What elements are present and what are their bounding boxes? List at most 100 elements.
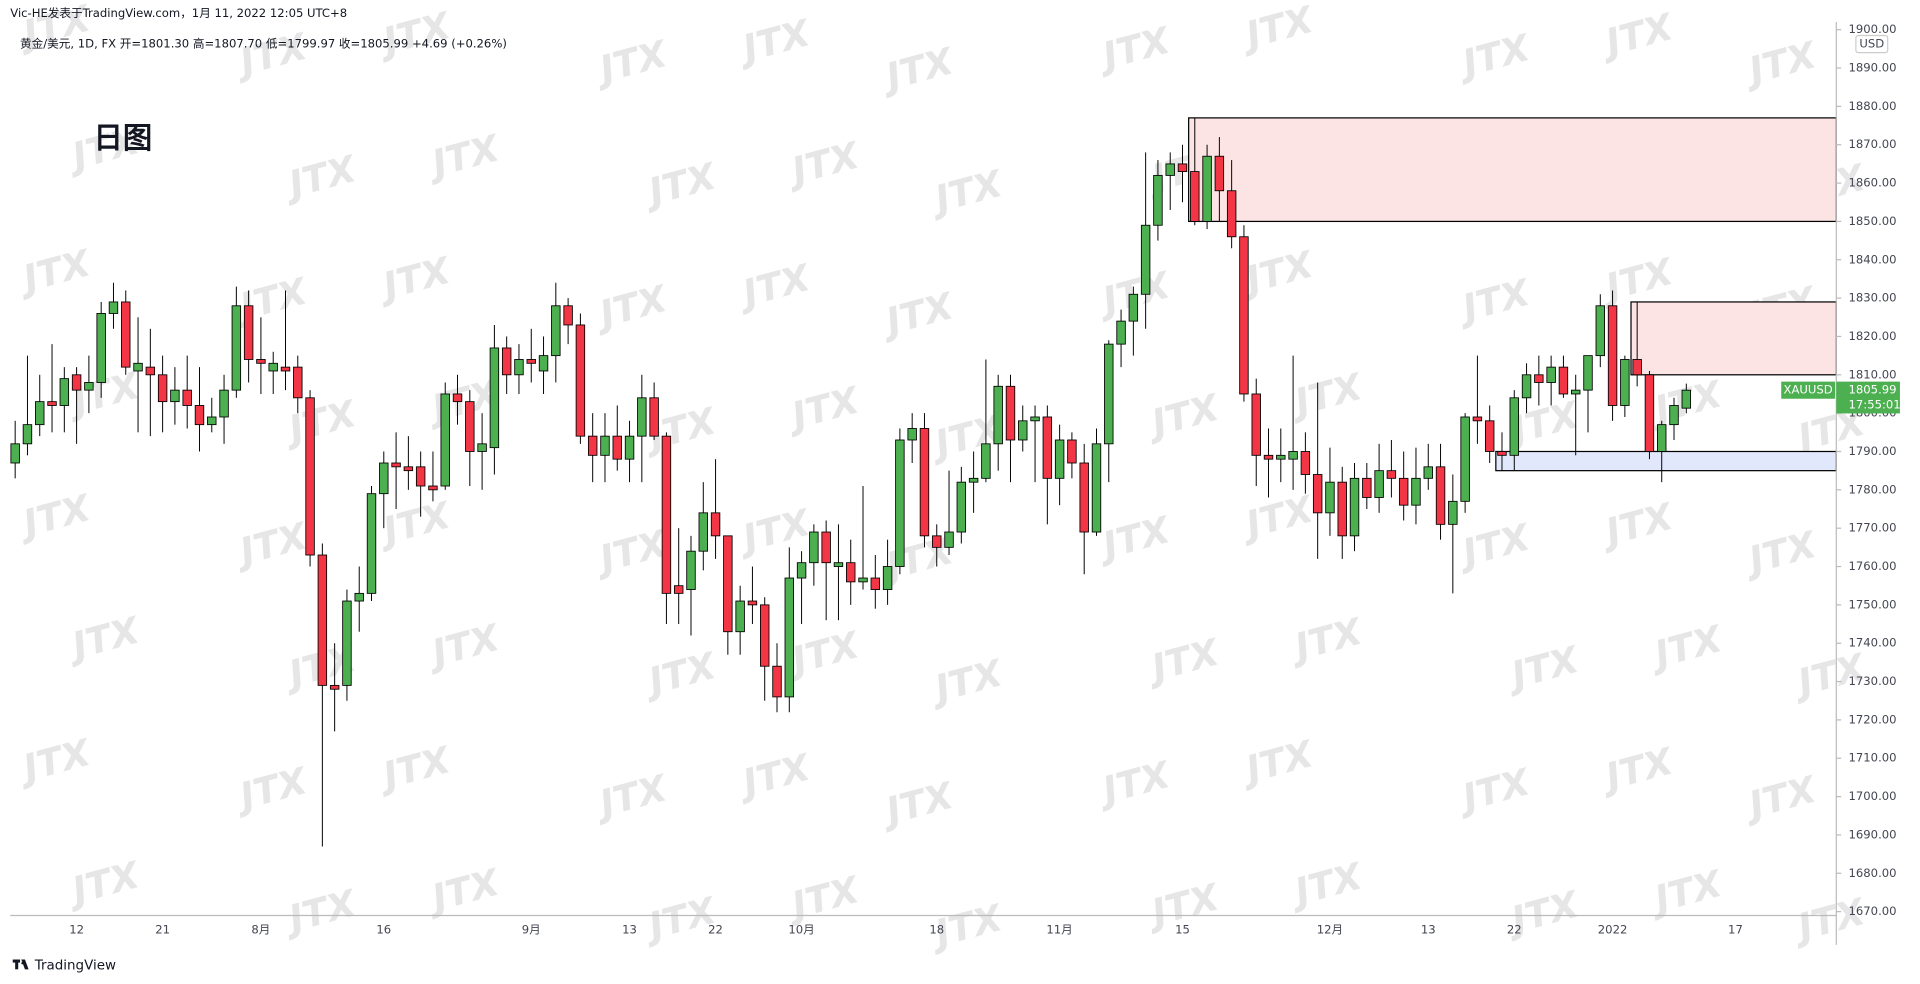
candle-body (256, 359, 266, 364)
candle-body (1325, 481, 1335, 514)
x-tick-label: 22 (708, 923, 723, 937)
candle-body (1644, 374, 1655, 452)
candle-body (1165, 163, 1175, 176)
candle-body (526, 359, 536, 364)
candle-body (809, 531, 819, 564)
candle-body (821, 531, 831, 564)
candle-body (1018, 420, 1028, 441)
candle-body (1030, 416, 1040, 422)
candle-body (1251, 393, 1261, 456)
x-tick-label: 10月 (788, 923, 814, 937)
candle-body (1484, 420, 1495, 452)
y-tick-label: 1830.00 (1849, 291, 1897, 305)
y-tick-label: 1710.00 (1849, 751, 1897, 765)
header: Vic-HE发表于TradingView.com，1月 11, 2022 12:… (10, 6, 347, 20)
candle-body (1595, 305, 1605, 357)
candle-body (1435, 466, 1446, 525)
candle-body (182, 389, 192, 406)
x-tick-label: 15 (1175, 923, 1190, 937)
candle-body (1288, 451, 1298, 460)
candle-body (944, 531, 954, 548)
candle-body (1362, 477, 1372, 498)
candle-body (1607, 305, 1618, 406)
candle-body (993, 385, 1003, 445)
countdown: 17:55:01 (1849, 397, 1901, 411)
currency: USD (1859, 37, 1884, 51)
y-tick-label: 1870.00 (1849, 137, 1897, 151)
candle-body (1398, 477, 1409, 506)
y-tick-label: 1850.00 (1849, 214, 1897, 228)
candle-body (784, 577, 795, 698)
candle-body (1411, 477, 1421, 506)
candle-body (1263, 454, 1274, 460)
candle-body (465, 401, 475, 452)
zone (1630, 301, 1837, 376)
candle-body (477, 443, 487, 452)
candle-body (1460, 416, 1470, 502)
candle-body (1349, 477, 1360, 537)
candle-body (403, 466, 414, 472)
symbol-tag (1781, 381, 1836, 399)
candle-body (1177, 163, 1188, 173)
candle-body (1657, 424, 1667, 452)
candle-body (1116, 320, 1126, 345)
candle-body (686, 550, 696, 590)
candle-body (133, 362, 143, 372)
footer: TradingView (34, 959, 116, 974)
zone (1495, 450, 1837, 472)
x-tick-label: 9月 (522, 923, 541, 937)
x-tick-label: 13 (1421, 923, 1436, 937)
candle-body (428, 485, 438, 491)
candle-body (1534, 374, 1544, 383)
candle-body (1005, 385, 1016, 441)
candle-body (84, 382, 94, 391)
candle-body (1521, 374, 1532, 399)
y-tick-label: 1840.00 (1849, 252, 1897, 266)
y-tick-label: 1690.00 (1849, 827, 1897, 841)
candle-body (968, 477, 979, 483)
candle-body (796, 562, 807, 579)
candle-body (194, 405, 205, 426)
candle-body (1042, 416, 1053, 479)
y-tick-label: 1890.00 (1849, 61, 1897, 75)
x-tick-label: 17 (1728, 923, 1743, 937)
candle-body (219, 389, 229, 418)
legend: 黄金/美元, 1D, FX 开=1801.30 高=1807.70 低=1799… (20, 37, 507, 51)
y-tick-label: 1790.00 (1849, 444, 1897, 458)
candle-body (1190, 171, 1200, 222)
candle-body (833, 562, 844, 567)
candle-body (846, 562, 856, 583)
candle-body (907, 428, 917, 441)
x-tick-label: 13 (622, 923, 637, 937)
y-tick-label: 1760.00 (1849, 559, 1897, 573)
y-tick-label: 1750.00 (1849, 597, 1897, 611)
candle-body (268, 362, 278, 372)
candle-body (649, 397, 659, 437)
x-tick-label: 21 (155, 923, 170, 937)
zone (1188, 117, 1837, 223)
candle-body (1091, 443, 1102, 533)
candle-body (96, 313, 106, 383)
currency-box (1855, 34, 1889, 54)
x-tick-label: 11月 (1046, 923, 1072, 937)
candle-body (735, 600, 745, 633)
tv-logo (12, 959, 29, 970)
candle-body (1570, 389, 1581, 395)
candle-body (207, 416, 217, 426)
candle-body (637, 397, 647, 437)
x-tick-label: 12月 (1317, 923, 1343, 937)
candle-body (145, 366, 156, 376)
candle-body (1497, 451, 1507, 456)
candle-body (22, 424, 33, 445)
candle-body (157, 374, 168, 403)
plot-area (10, 117, 1837, 847)
candle-body (1669, 405, 1679, 426)
candle-body (858, 577, 868, 583)
candle-body (673, 585, 684, 594)
candle-body (1067, 439, 1077, 464)
candle-body (440, 393, 450, 487)
candle-body (317, 554, 328, 686)
y-tick-label: 1680.00 (1849, 866, 1897, 880)
candle-body (1276, 454, 1286, 460)
